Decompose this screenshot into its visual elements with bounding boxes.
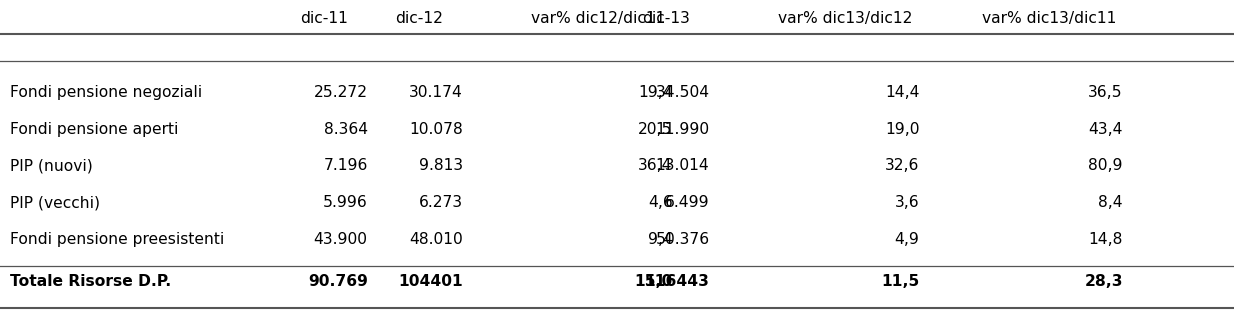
Text: 9,4: 9,4 xyxy=(648,232,673,247)
Text: 6.499: 6.499 xyxy=(665,195,710,210)
Text: var% dic13/dic12: var% dic13/dic12 xyxy=(779,11,912,26)
Text: 25.272: 25.272 xyxy=(313,85,368,100)
Text: 5.996: 5.996 xyxy=(323,195,368,210)
Text: Fondi pensione negoziali: Fondi pensione negoziali xyxy=(10,85,202,100)
Text: 19,4: 19,4 xyxy=(638,85,673,100)
Text: 90.769: 90.769 xyxy=(307,274,368,289)
Text: 34.504: 34.504 xyxy=(655,85,710,100)
Text: 14,8: 14,8 xyxy=(1088,232,1123,247)
Text: 9.813: 9.813 xyxy=(418,158,463,173)
Text: 50.376: 50.376 xyxy=(655,232,710,247)
Text: 20,5: 20,5 xyxy=(638,122,673,137)
Text: var% dic13/dic11: var% dic13/dic11 xyxy=(982,11,1116,26)
Text: Fondi pensione preesistenti: Fondi pensione preesistenti xyxy=(10,232,225,247)
Text: 11,5: 11,5 xyxy=(881,274,919,289)
Text: 116443: 116443 xyxy=(644,274,710,289)
Text: 28,3: 28,3 xyxy=(1085,274,1123,289)
Text: 8.364: 8.364 xyxy=(323,122,368,137)
Text: 43.900: 43.900 xyxy=(313,232,368,247)
Text: 19,0: 19,0 xyxy=(885,122,919,137)
Text: 43,4: 43,4 xyxy=(1088,122,1123,137)
Text: var% dic12/dic11: var% dic12/dic11 xyxy=(532,11,665,26)
Text: 36,4: 36,4 xyxy=(638,158,673,173)
Text: Fondi pensione aperti: Fondi pensione aperti xyxy=(10,122,178,137)
Text: PIP (nuovi): PIP (nuovi) xyxy=(10,158,93,173)
Text: 32,6: 32,6 xyxy=(885,158,919,173)
Text: 4,9: 4,9 xyxy=(895,232,919,247)
Text: 8,4: 8,4 xyxy=(1098,195,1123,210)
Text: 11.990: 11.990 xyxy=(655,122,710,137)
Text: 4,6: 4,6 xyxy=(648,195,673,210)
Text: 15,0: 15,0 xyxy=(634,274,673,289)
Text: 104401: 104401 xyxy=(399,274,463,289)
Text: 48.010: 48.010 xyxy=(408,232,463,247)
Text: 3,6: 3,6 xyxy=(895,195,919,210)
Text: Totale Risorse D.P.: Totale Risorse D.P. xyxy=(10,274,172,289)
Text: dic-12: dic-12 xyxy=(396,11,443,26)
Text: 6.273: 6.273 xyxy=(418,195,463,210)
Text: 30.174: 30.174 xyxy=(408,85,463,100)
Text: dic-13: dic-13 xyxy=(643,11,690,26)
Text: 36,5: 36,5 xyxy=(1088,85,1123,100)
Text: dic-11: dic-11 xyxy=(301,11,348,26)
Text: 14,4: 14,4 xyxy=(885,85,919,100)
Text: PIP (vecchi): PIP (vecchi) xyxy=(10,195,100,210)
Text: 13.014: 13.014 xyxy=(655,158,710,173)
Text: 7.196: 7.196 xyxy=(323,158,368,173)
Text: 10.078: 10.078 xyxy=(408,122,463,137)
Text: 80,9: 80,9 xyxy=(1088,158,1123,173)
